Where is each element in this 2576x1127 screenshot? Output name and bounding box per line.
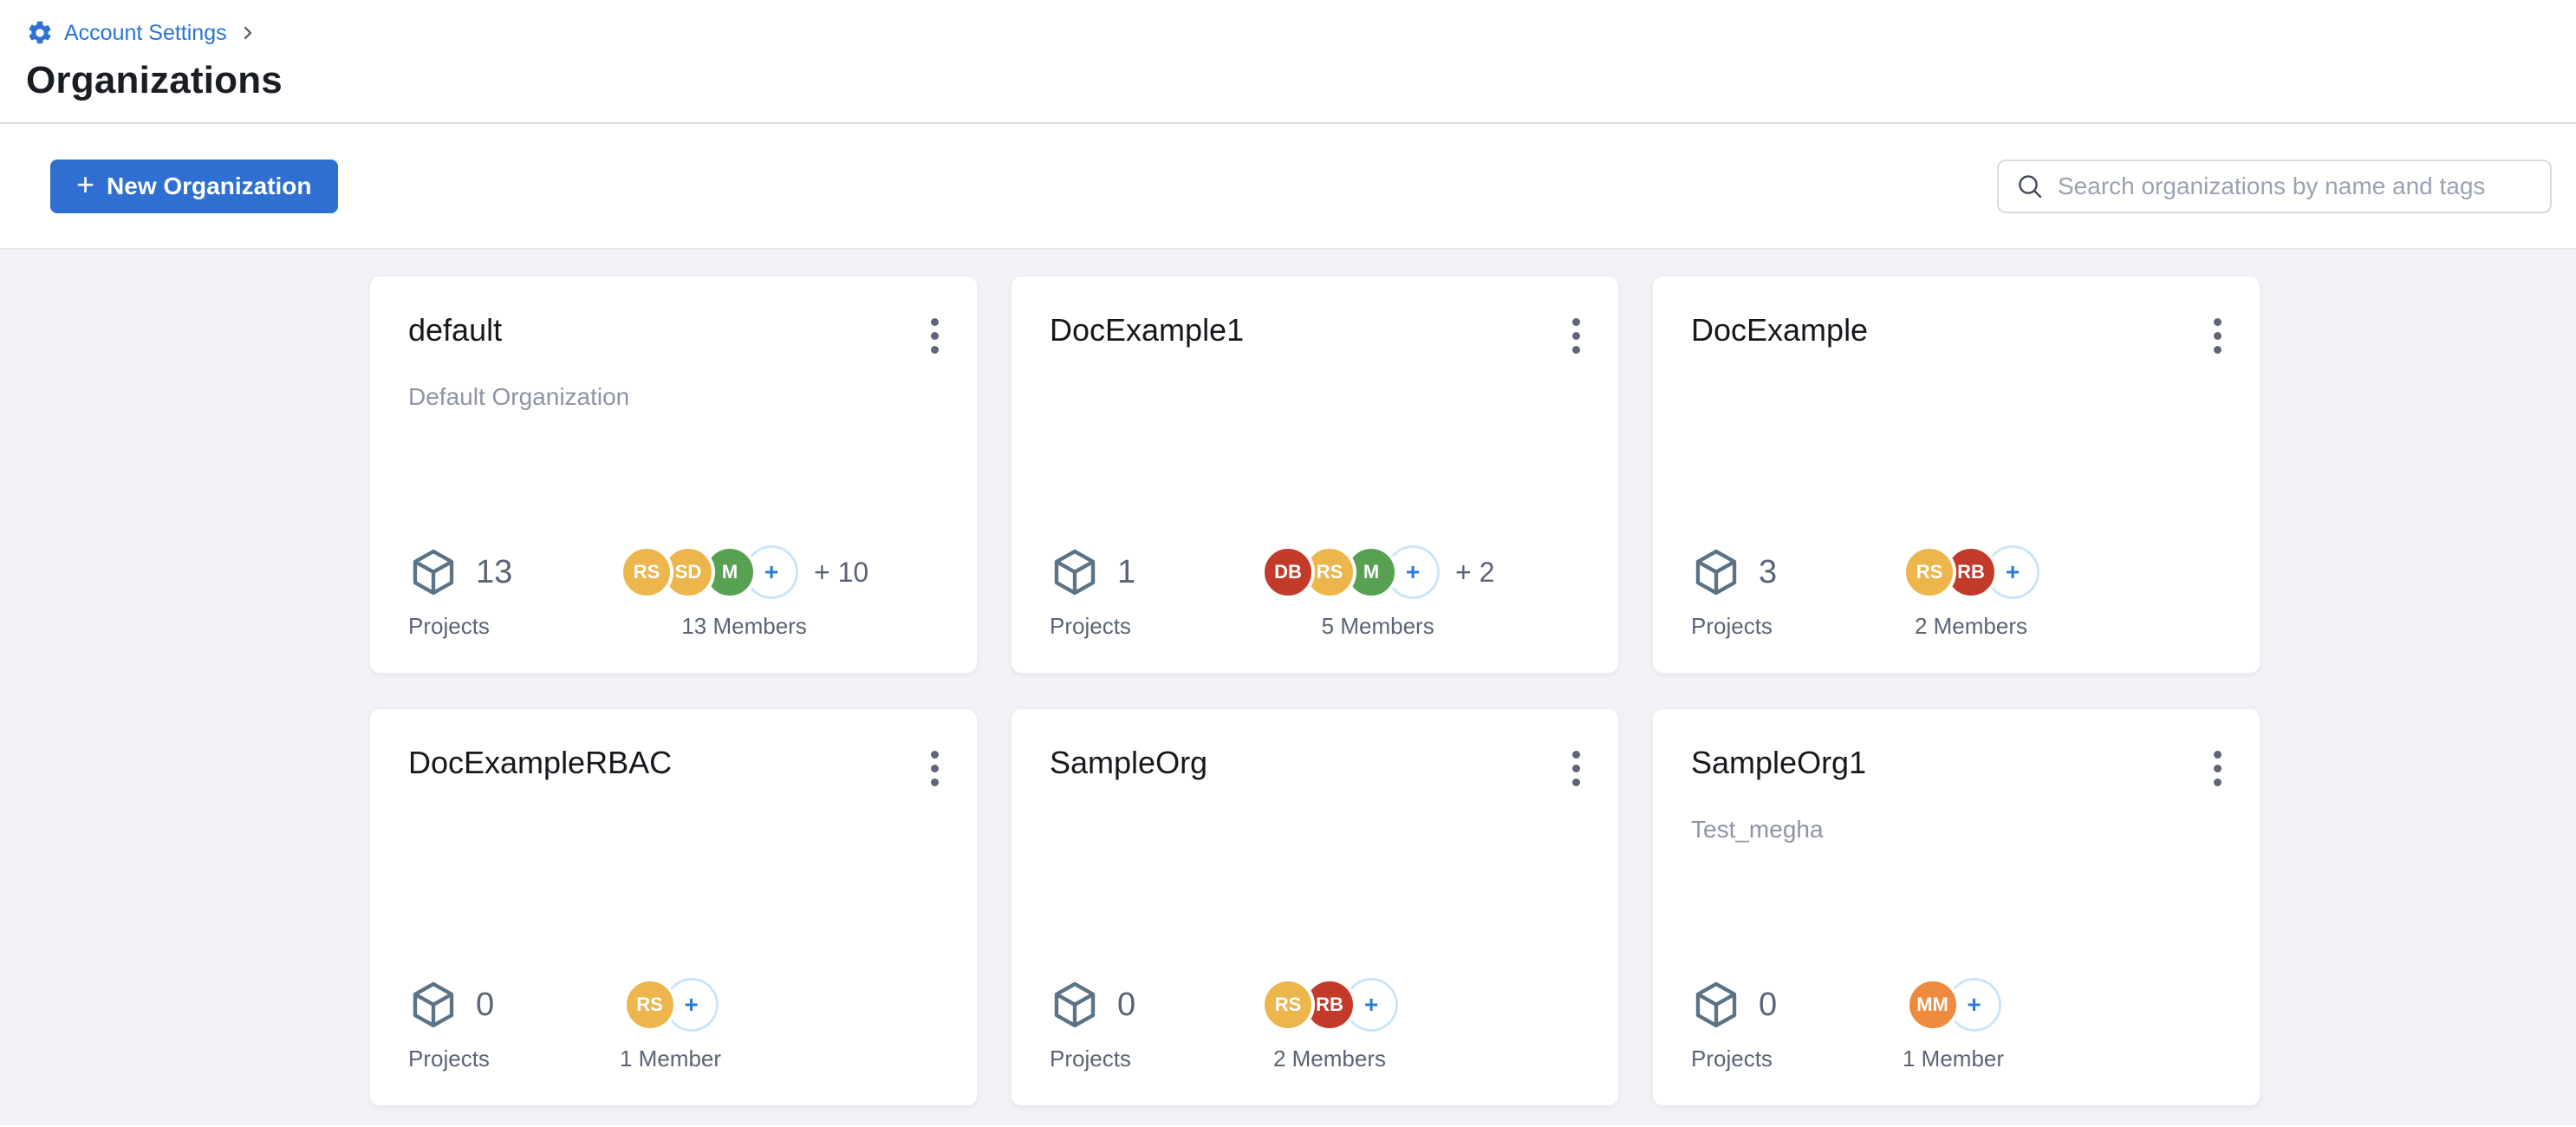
organization-card[interactable]: SampleOrg1 Test_megha 0 Projects — [1652, 708, 2261, 1106]
organization-grid: default Default Organization 13 Projects — [369, 276, 2261, 1106]
chevron-right-icon — [237, 23, 258, 43]
projects-label: Projects — [408, 1046, 490, 1072]
organization-name: DocExampleRBAC — [408, 745, 673, 780]
gear-icon — [26, 19, 54, 47]
members-stat: RS RB + 2 Members — [1903, 545, 2039, 640]
kebab-menu-icon[interactable] — [922, 313, 947, 357]
cube-icon — [1691, 545, 1741, 599]
project-count: 13 — [476, 553, 513, 590]
project-count: 1 — [1117, 553, 1136, 590]
organization-description: Default Organization — [408, 383, 630, 410]
members-stat: RS SD M + + 10 13 Members — [620, 545, 868, 640]
add-member-plus-badge[interactable]: + — [1344, 978, 1398, 1032]
member-avatar: DB — [1261, 545, 1315, 599]
avatar-stack: MM + — [1905, 978, 2001, 1032]
members-stat: RS + 1 Member — [620, 978, 721, 1072]
avatar-stack: RS SD M + + 10 — [620, 545, 868, 599]
avatar-stack: RS + — [622, 978, 719, 1032]
search-icon — [2016, 173, 2044, 200]
breadcrumb: Account Settings — [26, 19, 2550, 47]
member-avatar: RS — [1903, 545, 1956, 599]
projects-stat: 0 Projects — [1691, 978, 1837, 1072]
organization-card[interactable]: DocExample1 1 Projects — [1011, 276, 1619, 674]
projects-label: Projects — [1691, 613, 1773, 639]
cube-icon — [408, 978, 459, 1032]
members-stat: RS RB + 2 Members — [1261, 978, 1398, 1072]
kebab-menu-icon[interactable] — [922, 746, 947, 790]
new-organization-button[interactable]: + New Organization — [50, 159, 338, 213]
projects-label: Projects — [1050, 1046, 1131, 1072]
projects-stat: 0 Projects — [1050, 978, 1195, 1072]
project-count: 3 — [1759, 553, 1778, 590]
avatar-stack: RS RB + — [1903, 545, 2039, 599]
member-avatar: RS — [622, 978, 677, 1032]
add-member-plus-badge[interactable]: + — [745, 545, 798, 599]
projects-label: Projects — [408, 613, 490, 639]
toolbar: + New Organization — [0, 124, 2576, 250]
kebab-menu-icon[interactable] — [1564, 746, 1589, 790]
kebab-menu-icon[interactable] — [1564, 313, 1589, 357]
extra-members-count: + 2 — [1455, 556, 1495, 588]
cube-icon — [408, 545, 459, 599]
project-count: 0 — [1117, 986, 1136, 1023]
organization-name: DocExample — [1691, 312, 1869, 348]
projects-stat: 3 Projects — [1691, 545, 1837, 640]
members-stat: MM + 1 Member — [1903, 978, 2004, 1072]
page-title: Organizations — [26, 59, 283, 101]
avatar-stack: RS RB + — [1261, 978, 1398, 1032]
organization-card[interactable]: SampleOrg 0 Projects — [1011, 708, 1619, 1106]
members-stat: DB RS M + + 2 5 Members — [1261, 545, 1494, 640]
search-input[interactable] — [2058, 172, 2533, 200]
kebab-menu-icon[interactable] — [2205, 746, 2230, 790]
kebab-menu-icon[interactable] — [2205, 313, 2230, 357]
project-count: 0 — [1759, 986, 1778, 1023]
members-label: 1 Member — [1903, 1046, 2005, 1072]
organization-name: SampleOrg — [1050, 745, 1208, 780]
projects-label: Projects — [1691, 1046, 1773, 1072]
search-box — [1997, 159, 2552, 213]
page-header: Account Settings Organizations — [0, 0, 2576, 124]
cube-icon — [1691, 978, 1741, 1032]
breadcrumb-link-account-settings[interactable]: Account Settings — [64, 20, 227, 45]
member-avatar: RS — [1261, 978, 1315, 1032]
cube-icon — [1050, 545, 1100, 599]
members-label: 5 Members — [1321, 613, 1434, 639]
projects-stat: 13 Projects — [408, 545, 554, 640]
member-avatar: RB — [1944, 545, 1998, 599]
project-count: 0 — [476, 986, 495, 1023]
members-label: 2 Members — [1272, 1046, 1387, 1072]
members-label: 13 Members — [681, 613, 807, 639]
extra-members-count: + 10 — [814, 556, 869, 588]
content-area: default Default Organization 13 Projects — [0, 250, 2576, 1125]
member-avatar: MM — [1905, 978, 1960, 1032]
plus-icon: + — [76, 166, 95, 202]
projects-stat: 1 Projects — [1050, 545, 1195, 640]
organization-description: Test_megha — [1691, 816, 1824, 843]
organization-card[interactable]: default Default Organization 13 Projects — [369, 276, 978, 674]
organization-card[interactable]: DocExample 3 Projects — [1652, 276, 2261, 674]
avatar-stack: DB RS M + + 2 — [1261, 545, 1494, 599]
organization-name: DocExample1 — [1050, 312, 1245, 348]
member-avatar: RS — [620, 545, 673, 599]
cube-icon — [1050, 978, 1100, 1032]
organization-name: SampleOrg1 — [1691, 745, 1867, 780]
organization-card[interactable]: DocExampleRBAC 0 Projects — [369, 708, 978, 1106]
members-label: 2 Members — [1914, 613, 2028, 639]
projects-label: Projects — [1050, 613, 1131, 639]
new-organization-label: New Organization — [107, 172, 312, 199]
members-label: 1 Member — [620, 1046, 722, 1072]
projects-stat: 0 Projects — [408, 978, 554, 1072]
organization-name: default — [408, 312, 503, 348]
